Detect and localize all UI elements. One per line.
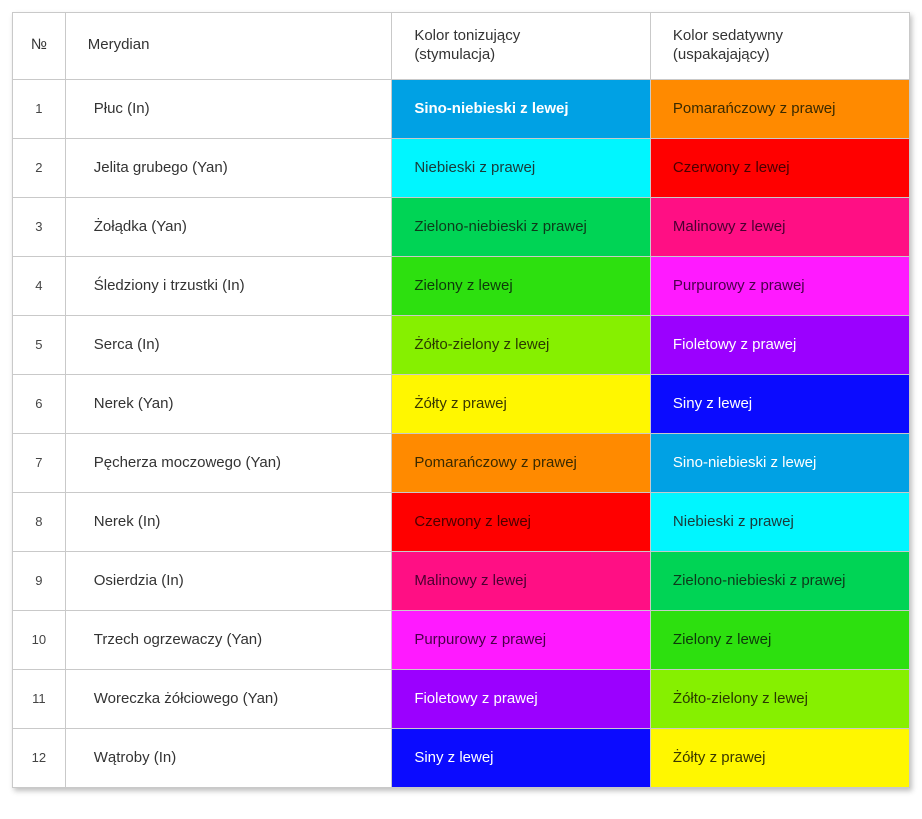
sedative-color-cell: Żółty z prawej (650, 728, 909, 787)
row-number: 10 (13, 610, 66, 669)
sedative-color-cell: Pomarańczowy z prawej (650, 79, 909, 138)
row-number: 12 (13, 728, 66, 787)
meridian-name: Pęcherza moczowego (Yan) (65, 433, 392, 492)
table-row: 10Trzech ogrzewaczy (Yan)Purpurowy z pra… (13, 610, 910, 669)
table-header: № Merydian Kolor tonizujący(stymulacja) … (13, 13, 910, 80)
toning-color-cell: Sino-niebieski z lewej (392, 79, 651, 138)
table-row: 1Płuc (In)Sino-niebieski z lewejPomarańc… (13, 79, 910, 138)
sedative-color-cell: Purpurowy z prawej (650, 256, 909, 315)
header-sedative: Kolor sedatywny(uspakajający) (650, 13, 909, 80)
meridian-name: Trzech ogrzewaczy (Yan) (65, 610, 392, 669)
header-num: № (13, 13, 66, 80)
sedative-color-cell: Niebieski z prawej (650, 492, 909, 551)
toning-color-cell: Czerwony z lewej (392, 492, 651, 551)
table-row: 12Wątroby (In)Siny z lewejŻółty z prawej (13, 728, 910, 787)
header-meridian: Merydian (65, 13, 392, 80)
meridian-name: Osierdzia (In) (65, 551, 392, 610)
sedative-color-cell: Czerwony z lewej (650, 138, 909, 197)
row-number: 8 (13, 492, 66, 551)
row-number: 4 (13, 256, 66, 315)
toning-color-cell: Żółty z prawej (392, 374, 651, 433)
meridian-name: Woreczka żółciowego (Yan) (65, 669, 392, 728)
row-number: 3 (13, 197, 66, 256)
toning-color-cell: Zielony z lewej (392, 256, 651, 315)
meridian-color-table: № Merydian Kolor tonizujący(stymulacja) … (12, 12, 910, 788)
sedative-color-cell: Zielono-niebieski z prawej (650, 551, 909, 610)
sedative-color-cell: Fioletowy z prawej (650, 315, 909, 374)
sedative-color-cell: Malinowy z lewej (650, 197, 909, 256)
table-row: 4Śledziony i trzustki (In)Zielony z lewe… (13, 256, 910, 315)
sedative-color-cell: Żółto-zielony z lewej (650, 669, 909, 728)
meridian-name: Jelita grubego (Yan) (65, 138, 392, 197)
header-toning: Kolor tonizujący(stymulacja) (392, 13, 651, 80)
table-row: 8Nerek (In)Czerwony z lewejNiebieski z p… (13, 492, 910, 551)
row-number: 5 (13, 315, 66, 374)
toning-color-cell: Żółto-zielony z lewej (392, 315, 651, 374)
row-number: 1 (13, 79, 66, 138)
row-number: 6 (13, 374, 66, 433)
table-body: 1Płuc (In)Sino-niebieski z lewejPomarańc… (13, 79, 910, 787)
sedative-color-cell: Zielony z lewej (650, 610, 909, 669)
table-row: 9Osierdzia (In)Malinowy z lewejZielono-n… (13, 551, 910, 610)
toning-color-cell: Pomarańczowy z prawej (392, 433, 651, 492)
meridian-name: Płuc (In) (65, 79, 392, 138)
toning-color-cell: Niebieski z prawej (392, 138, 651, 197)
meridian-name: Nerek (In) (65, 492, 392, 551)
row-number: 2 (13, 138, 66, 197)
table-row: 2Jelita grubego (Yan)Niebieski z prawejC… (13, 138, 910, 197)
sedative-color-cell: Siny z lewej (650, 374, 909, 433)
row-number: 11 (13, 669, 66, 728)
meridian-name: Nerek (Yan) (65, 374, 392, 433)
toning-color-cell: Fioletowy z prawej (392, 669, 651, 728)
toning-color-cell: Purpurowy z prawej (392, 610, 651, 669)
toning-color-cell: Siny z lewej (392, 728, 651, 787)
meridian-name: Śledziony i trzustki (In) (65, 256, 392, 315)
meridian-name: Wątroby (In) (65, 728, 392, 787)
table-row: 11Woreczka żółciowego (Yan)Fioletowy z p… (13, 669, 910, 728)
toning-color-cell: Malinowy z lewej (392, 551, 651, 610)
meridian-name: Żołądka (Yan) (65, 197, 392, 256)
table-row: 7Pęcherza moczowego (Yan)Pomarańczowy z … (13, 433, 910, 492)
row-number: 9 (13, 551, 66, 610)
table-row: 3Żołądka (Yan)Zielono-niebieski z prawej… (13, 197, 910, 256)
table-row: 5Serca (In)Żółto-zielony z lewejFioletow… (13, 315, 910, 374)
table-row: 6Nerek (Yan)Żółty z prawejSiny z lewej (13, 374, 910, 433)
meridian-name: Serca (In) (65, 315, 392, 374)
sedative-color-cell: Sino-niebieski z lewej (650, 433, 909, 492)
toning-color-cell: Zielono-niebieski z prawej (392, 197, 651, 256)
row-number: 7 (13, 433, 66, 492)
